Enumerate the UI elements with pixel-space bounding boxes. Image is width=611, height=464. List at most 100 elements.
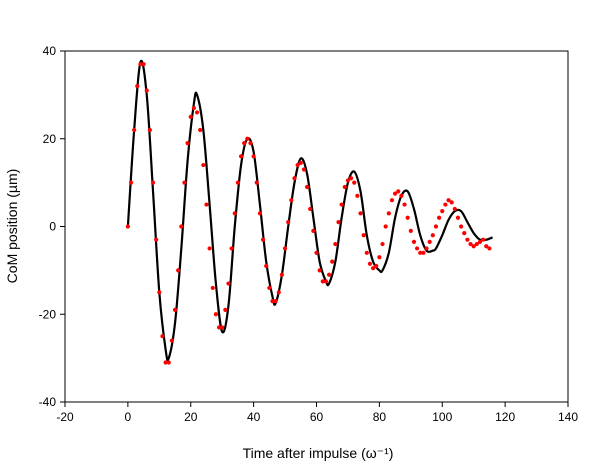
data-point [452, 206, 457, 212]
data-point [311, 228, 316, 233]
data-point [289, 198, 294, 203]
data-point [254, 180, 259, 185]
data-point [182, 180, 187, 185]
data-point [446, 198, 451, 203]
data-point [279, 272, 285, 277]
data-point [273, 298, 278, 304]
data-point [455, 215, 461, 220]
data-point [282, 246, 288, 251]
data-point [449, 200, 454, 205]
data-point [304, 184, 310, 190]
data-point [150, 180, 156, 185]
data-point [144, 88, 149, 93]
data-point [411, 239, 417, 244]
data-point [317, 268, 322, 273]
data-point [198, 127, 203, 133]
data-point [396, 189, 401, 194]
data-point [267, 285, 272, 291]
x-tick-label: 100 [432, 410, 452, 424]
data-point [484, 244, 489, 249]
data-point [301, 167, 307, 172]
data-point [286, 220, 291, 225]
y-tick-label: 0 [49, 220, 56, 234]
data-point [229, 246, 234, 251]
data-point [361, 233, 366, 238]
data-point [339, 202, 344, 207]
plot-frame [64, 50, 569, 403]
x-tick-label: 120 [495, 410, 515, 424]
y-tick-label: 40 [43, 44, 57, 58]
data-point [135, 84, 140, 89]
data-point [295, 162, 300, 168]
x-tick-label: 40 [247, 410, 261, 424]
data-point [477, 239, 483, 244]
data-point [264, 263, 269, 269]
data-point [402, 202, 407, 207]
data-point [405, 215, 410, 220]
data-point [238, 154, 244, 159]
data-point [383, 224, 388, 229]
data-point [166, 360, 171, 365]
data-point [418, 250, 423, 255]
data-point [251, 154, 256, 159]
data-point [213, 312, 218, 317]
data-point [276, 290, 281, 295]
x-tick-label: 80 [373, 410, 387, 424]
data-point [160, 334, 165, 339]
data-point [433, 224, 439, 229]
y-axis-label: CoM position (µm) [4, 169, 20, 284]
data-point [320, 279, 325, 284]
data-point [223, 307, 228, 312]
data-point [207, 246, 212, 251]
data-point [138, 62, 143, 67]
x-tick-label: -20 [56, 410, 74, 424]
data-point [370, 266, 376, 271]
data-point [248, 141, 253, 146]
data-point [355, 193, 360, 198]
data-point [399, 193, 404, 198]
data-point [330, 259, 335, 264]
data-point [185, 141, 190, 146]
data-point [424, 246, 429, 251]
data-point [292, 176, 297, 181]
data-point [465, 237, 470, 242]
data-point [179, 224, 184, 229]
data-point [147, 127, 152, 133]
data-point [352, 180, 357, 185]
x-tick-label: 140 [558, 410, 578, 424]
data-point [242, 141, 247, 146]
data-point [345, 178, 351, 183]
data-point [367, 261, 373, 266]
data-point [220, 325, 225, 330]
data-point [421, 250, 426, 255]
data-point [471, 244, 476, 249]
data-point [125, 224, 130, 229]
data-point [194, 110, 200, 115]
data-point [392, 191, 398, 196]
x-axis-label: Time after impulse (ω⁻¹) [243, 445, 394, 461]
data-point [210, 285, 215, 291]
data-point [386, 211, 391, 216]
y-tick-label: -20 [39, 307, 57, 321]
series-layer [125, 59, 493, 365]
y-tick-label: -40 [39, 395, 57, 409]
data-point [364, 250, 369, 255]
y-tick-label: 20 [43, 132, 57, 146]
data-point [427, 239, 432, 244]
data-point [188, 114, 193, 119]
data-point [204, 202, 209, 207]
data-point [257, 211, 263, 216]
data-point [459, 224, 464, 229]
data-point [191, 105, 196, 111]
data-point [487, 246, 492, 251]
data-point [336, 220, 341, 225]
plot-area [64, 50, 569, 403]
data-point [172, 307, 178, 312]
data-point [132, 127, 137, 133]
data-point [468, 241, 473, 247]
data-point [232, 211, 237, 216]
data-point [348, 176, 354, 181]
data-point [141, 62, 146, 67]
data-point [314, 250, 319, 255]
data-point [415, 246, 420, 251]
